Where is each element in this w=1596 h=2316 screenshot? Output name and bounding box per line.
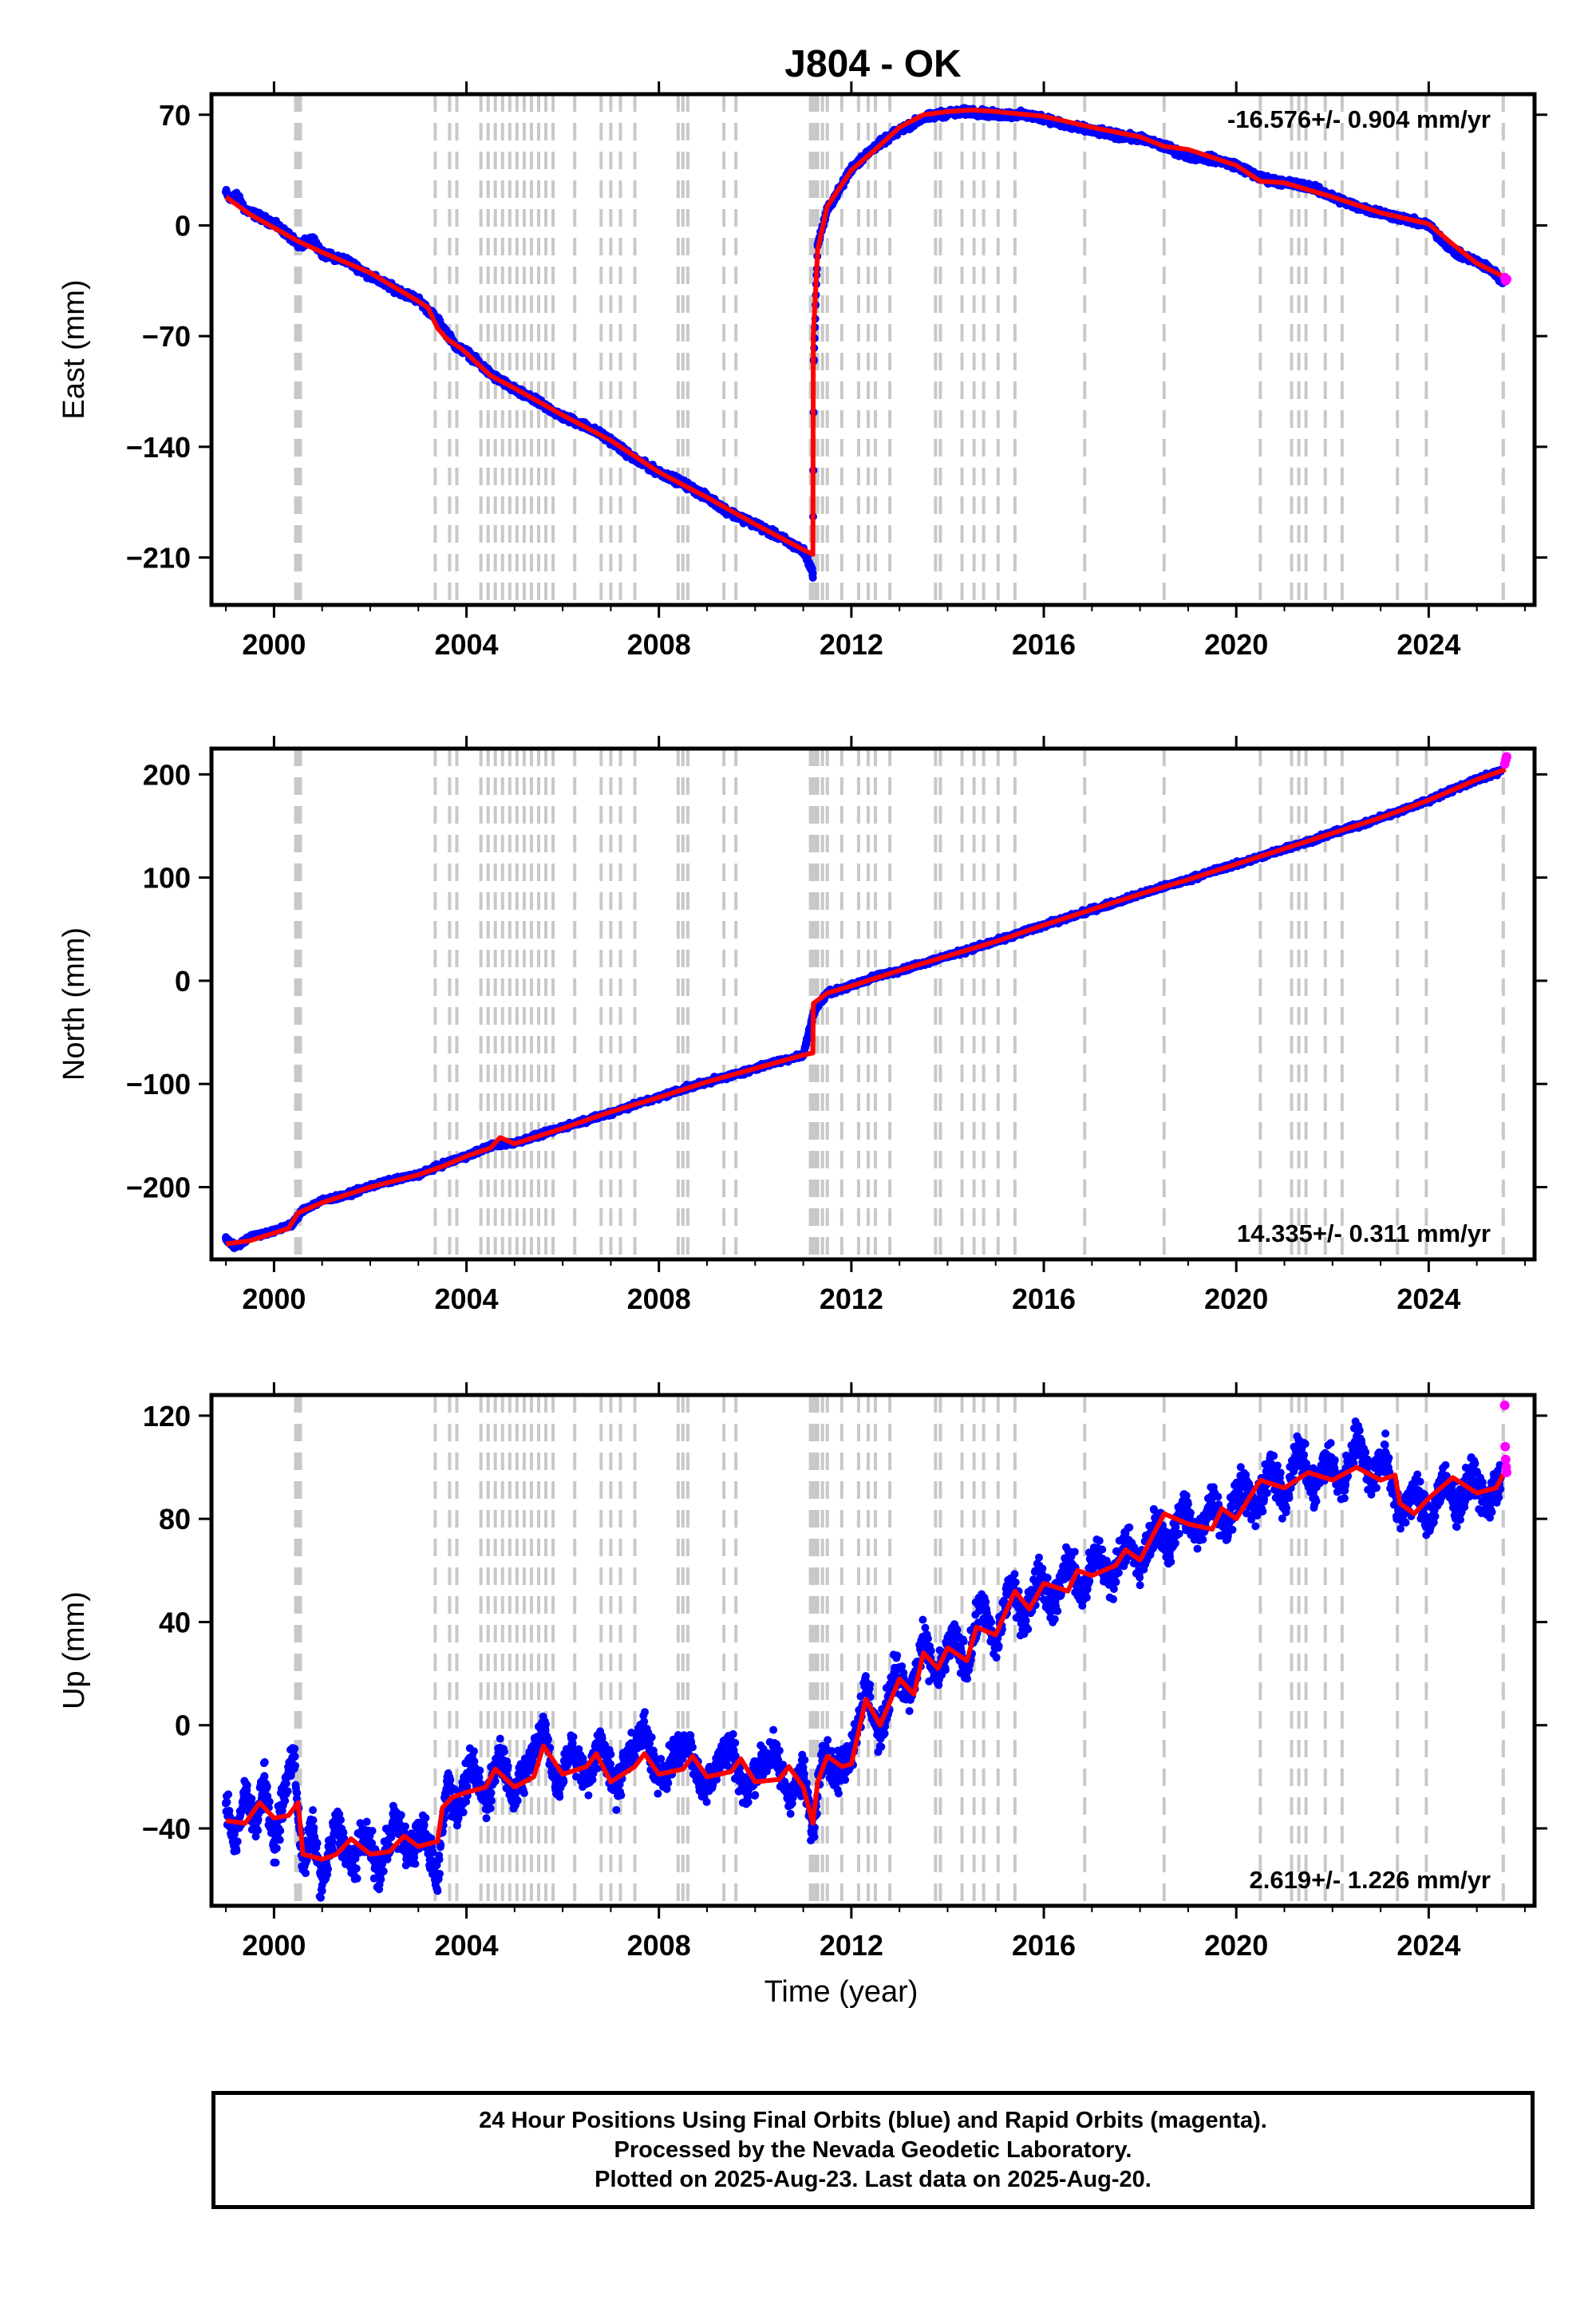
y-tick-label: −70 <box>142 320 191 353</box>
panel-east: 2000 2004 2008 2012 2016 2020 2024 70 0 −70 −140 −2… <box>57 81 1547 661</box>
y-tick-label: −210 <box>126 542 191 575</box>
plot-area-north <box>222 749 1512 1259</box>
plot-area-east <box>222 94 1512 605</box>
panels: 2000 2004 2008 2012 2016 2020 2024 70 0 −70 −140 −2… <box>57 81 1547 2009</box>
data-point <box>804 556 812 565</box>
data-point <box>1183 152 1192 160</box>
plot-frame <box>209 92 1537 607</box>
x-tick-label: 2012 <box>820 628 883 661</box>
x-tick-label: 2000 <box>242 628 306 661</box>
rapid-orbit-point <box>1502 274 1512 284</box>
x-tick-label: 2004 <box>434 628 498 661</box>
model-fit-line <box>224 107 1507 557</box>
y-tick-label: 0 <box>175 209 191 242</box>
data-point <box>222 188 231 196</box>
x-tick-label: 2008 <box>627 628 691 661</box>
data-point <box>808 569 817 578</box>
data-point <box>231 189 240 198</box>
panel-north: 2000 2004 2008 2012 2016 2020 20242001000−100−… <box>57 736 1547 1315</box>
data-point <box>308 234 317 243</box>
y-tick-label: −140 <box>126 431 191 464</box>
y-axis-label: East (mm) <box>57 279 91 419</box>
x-tick-label: 2024 <box>1396 628 1460 661</box>
figure-title: J804 - OK <box>784 43 962 85</box>
y-tick-label: 70 <box>159 99 191 132</box>
x-tick-label: 2020 <box>1204 628 1268 661</box>
rate-label: -16.576+/- 0.904 mm/yr <box>1227 105 1491 133</box>
x-tick-label: 2016 <box>1012 628 1076 661</box>
